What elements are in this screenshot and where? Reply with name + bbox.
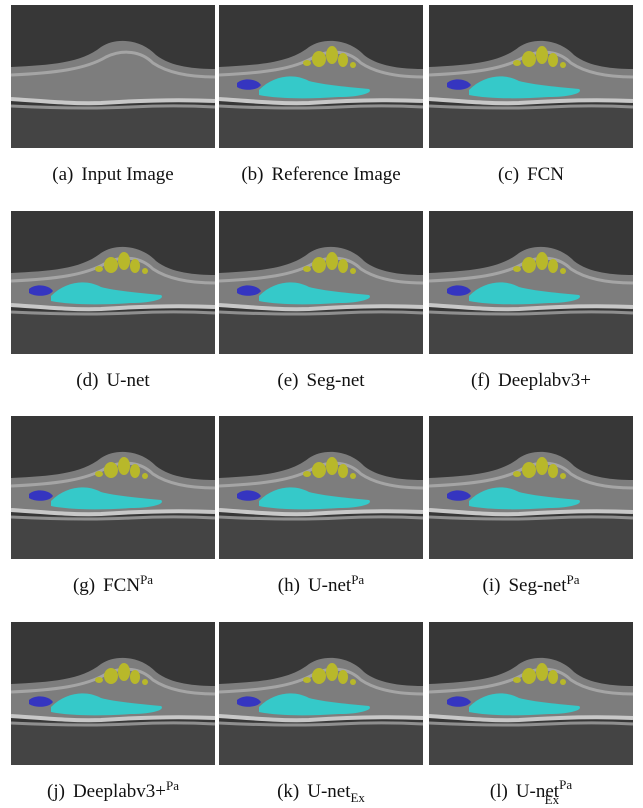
caption-sup: Pa (566, 572, 579, 587)
caption: (c) FCN (498, 164, 564, 185)
caption: (j) Deeplabv3+Pa (47, 778, 179, 802)
oct-image (11, 211, 215, 354)
panel: (e) Seg-net (219, 211, 423, 391)
caption-label: (b) (241, 164, 263, 185)
caption-label: (e) (277, 370, 298, 391)
panel: (b) Reference Image (219, 5, 423, 185)
caption-sup: Pa (351, 572, 364, 587)
caption-name: Deeplabv3+ (73, 781, 166, 802)
caption-label: (k) (277, 781, 299, 802)
caption-name: Reference Image (271, 164, 400, 185)
caption: (k) U-netEx (277, 781, 365, 805)
caption: (i) Seg-netPa (483, 572, 580, 596)
caption-name: U-net (106, 370, 150, 391)
caption: (b) Reference Image (241, 164, 400, 185)
caption-name: Seg-net (307, 370, 366, 391)
caption-label: (c) (498, 164, 519, 185)
oct-image (219, 416, 423, 559)
oct-image (11, 622, 215, 765)
caption-label: (i) (483, 575, 501, 596)
caption-sub: Ex (545, 792, 560, 807)
figure: (a) Input Image (b) Reference Image (c) FCN (d… (0, 0, 643, 808)
panel: (i) Seg-netPa (429, 416, 633, 596)
oct-image (219, 211, 423, 354)
caption-name: U-net (308, 575, 352, 596)
caption-label: (j) (47, 781, 65, 802)
caption-label: (g) (73, 575, 95, 596)
caption-label: (h) (278, 575, 300, 596)
oct-image (219, 622, 423, 765)
caption-sub: Ex (350, 790, 365, 805)
oct-image (429, 211, 633, 354)
panel: (k) U-netEx (219, 622, 423, 805)
oct-image (429, 622, 633, 765)
panel: (h) U-netPa (219, 416, 423, 596)
caption: (h) U-netPa (278, 572, 365, 596)
caption: (g) FCNPa (73, 572, 153, 596)
caption-sup: Pa (166, 778, 179, 793)
oct-image (11, 5, 215, 148)
oct-image (11, 416, 215, 559)
panel: (d) U-net (11, 211, 215, 391)
caption-sup: Pa (140, 572, 153, 587)
oct-image (429, 5, 633, 148)
caption-label: (d) (76, 370, 98, 391)
caption-name: FCN (103, 575, 140, 596)
caption-name: Seg-net (508, 575, 567, 596)
caption-sup: Pa (559, 777, 572, 792)
panel: (c) FCN (429, 5, 633, 185)
caption: (e) Seg-net (277, 370, 365, 391)
oct-image (219, 5, 423, 148)
caption-name: FCN (527, 164, 564, 185)
caption: (d) U-net (76, 370, 150, 391)
panel: (a) Input Image (11, 5, 215, 185)
panel: (f) Deeplabv3+ (429, 211, 633, 391)
panel: (j) Deeplabv3+Pa (11, 622, 215, 802)
caption-label: (f) (471, 370, 490, 391)
caption-name: Deeplabv3+ (498, 370, 591, 391)
oct-image (429, 416, 633, 559)
caption: (a) Input Image (52, 164, 173, 185)
caption-label: (a) (52, 164, 73, 185)
caption-label: (l) (490, 781, 508, 802)
caption: (f) Deeplabv3+ (471, 370, 591, 391)
panel: (g) FCNPa (11, 416, 215, 596)
caption-name: Input Image (81, 164, 173, 185)
caption-name: U-net (307, 781, 351, 802)
